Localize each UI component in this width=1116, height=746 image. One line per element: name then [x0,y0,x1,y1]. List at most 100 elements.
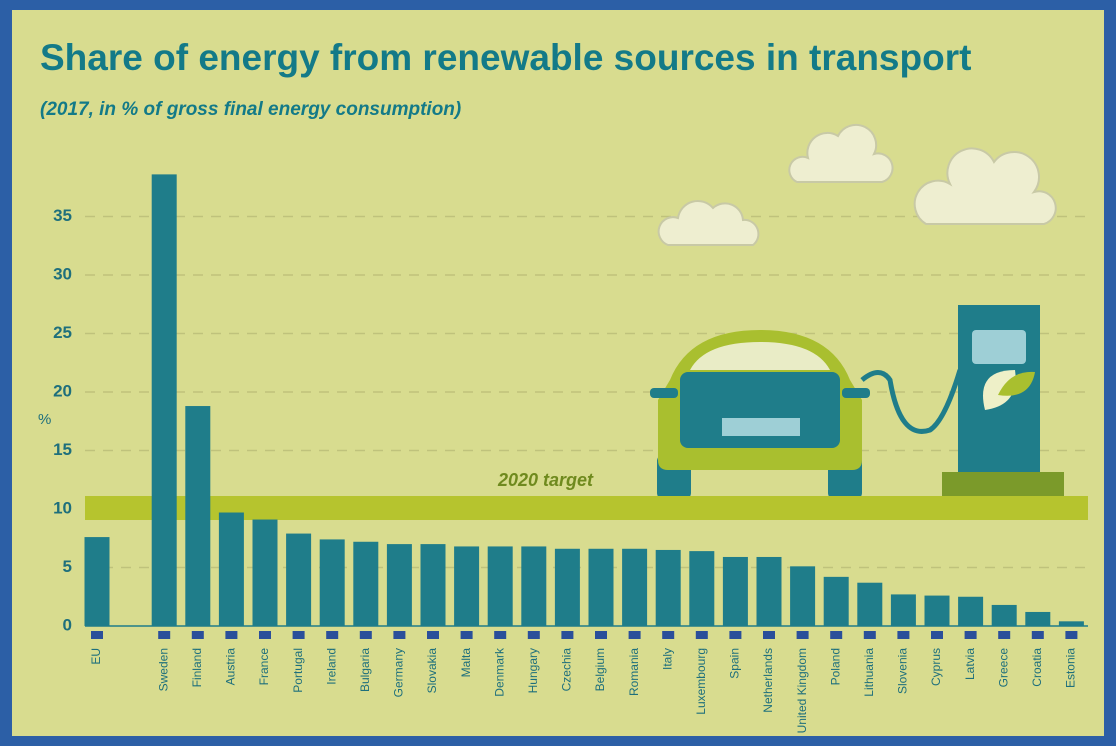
x-tick-label: Sweden [156,648,170,691]
x-tick-label: Croatia [1030,648,1044,687]
bar [454,546,479,626]
x-tick-label: Estonia [1064,648,1078,688]
flag [158,631,170,639]
bar [958,597,983,626]
x-tick-label: Finland [190,648,204,687]
flag [326,631,338,639]
x-tick-label: Greece [996,648,1010,688]
page: {"chart_data": {"type": "bar", "title": … [0,0,1116,746]
flag [293,631,305,639]
flag [864,631,876,639]
flag [528,631,540,639]
x-tick-label: Denmark [492,647,506,697]
y-tick-label: 20 [53,381,72,400]
bar [1025,612,1050,626]
y-tick-label: 35 [53,206,72,225]
x-tick-label: Luxembourg [694,648,708,715]
flag [259,631,271,639]
x-tick-label: Germany [392,648,406,697]
flag [897,631,909,639]
flag [797,631,809,639]
flag [729,631,741,639]
bar [353,542,378,626]
bar [185,406,210,626]
flag [393,631,405,639]
x-tick-label: Austria [224,648,238,686]
x-tick-label: Czechia [560,648,574,692]
x-tick-label: Hungary [526,648,540,693]
bar [555,549,580,626]
x-tick-label: United Kingdom [795,648,809,733]
bar [757,557,782,626]
x-tick-label: Bulgaria [358,648,372,692]
target-label: 2020 target [497,470,594,490]
flag [91,631,103,639]
bar [891,594,916,626]
x-tick-label: Italy [660,648,674,670]
bar [925,596,950,626]
bar [286,534,311,626]
y-tick-label: 25 [53,323,72,342]
chart: Share of energy from renewable sources i… [0,0,1116,746]
y-tick-label: 10 [53,498,72,517]
bar [622,549,647,626]
chart-subtitle: (2017, in % of gross final energy consum… [40,99,461,120]
flag [427,631,439,639]
bar [589,549,614,626]
flag [696,631,708,639]
bar [656,550,681,626]
flag [225,631,237,639]
y-axis-label: % [38,411,51,428]
bar [521,546,546,626]
bar [421,544,446,626]
flag [561,631,573,639]
flag [830,631,842,639]
x-tick-label: Slovenia [896,648,910,694]
bar [488,546,513,626]
flag [629,631,641,639]
flag [931,631,943,639]
y-tick-label: 30 [53,264,72,283]
x-tick-label: EU [89,648,103,665]
bar [824,577,849,626]
x-tick-label: Poland [828,648,842,685]
bar [723,557,748,626]
x-tick-label: Ireland [324,648,338,685]
bar [992,605,1017,626]
flag [1032,631,1044,639]
x-tick-label: Cyprus [929,648,943,686]
x-tick-label: France [257,648,271,686]
flag [192,631,204,639]
x-tick-label: Romania [627,648,641,696]
flag [965,631,977,639]
bar [387,544,412,626]
y-tick-label: 15 [53,440,72,459]
flag [360,631,372,639]
x-tick-label: Netherlands [761,648,775,713]
flag [595,631,607,639]
x-tick-label: Belgium [593,648,607,691]
bar [857,583,882,626]
bar [152,174,177,626]
bar [320,539,345,626]
y-tick-label: 0 [63,615,72,634]
flag [1065,631,1077,639]
x-tick-label: Latvia [963,648,977,680]
flag [461,631,473,639]
x-tick-label: Slovakia [425,648,439,694]
flag [763,631,775,639]
y-tick-label: 5 [63,557,72,576]
x-tick-label: Malta [459,648,473,678]
bar [85,537,110,626]
chart-title: Share of energy from renewable sources i… [40,37,971,78]
bar [790,566,815,626]
x-tick-label: Spain [728,648,742,679]
bar [253,520,278,626]
flag [998,631,1010,639]
bar [1059,621,1084,626]
bar [689,551,714,626]
flag [494,631,506,639]
flag [662,631,674,639]
x-tick-label: Lithuania [862,648,876,697]
x-tick-label: Portugal [291,648,305,693]
